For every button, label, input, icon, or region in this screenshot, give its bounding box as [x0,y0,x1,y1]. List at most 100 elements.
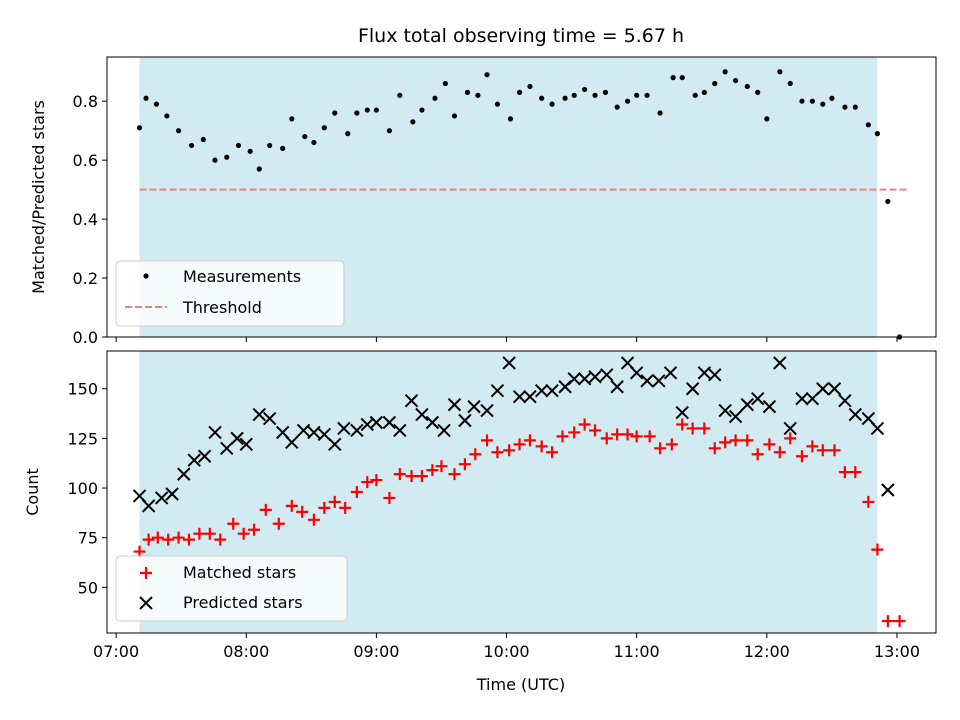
predicted-star-point [382,415,397,430]
matched-star-point [535,440,548,453]
legend-predicted-label: Predicted stars [183,593,303,612]
measurement-point [692,92,698,98]
predicted-star-point [675,405,689,420]
measurement-point [549,101,555,107]
matched-star-point [630,430,643,443]
matched-stars-points [133,418,906,628]
matched-star-point [523,434,536,447]
matched-star-point [151,531,164,544]
measurement-point [143,95,149,101]
predicted-star-point [728,409,743,424]
measurement-point [820,101,826,107]
predicted-star-point [415,407,429,422]
matched-star-point [162,533,175,546]
bottom-axis-ticks: 07:00 08:00 09:00 10:00 11:00 12:00 13:00 50 75 1… [67,380,920,661]
measurement-point [136,125,143,131]
matched-star-point [568,426,581,439]
measurement-point [475,92,481,98]
measurement-point [451,113,458,119]
predicted-star-point [337,421,351,436]
x-tick-label: 12:00 [744,642,790,661]
matched-star-point [621,428,634,441]
predicted-star-point [239,437,253,452]
predicted-star-point [629,366,644,380]
matched-star-point [676,418,689,431]
predicted-star-point [697,366,712,380]
matched-star-point [893,615,906,628]
measurement-point [799,98,805,104]
matched-star-point [578,418,591,431]
predicted-star-point [307,425,321,440]
measurement-point [410,119,416,125]
top-y-axis-label: Matched/Predicted stars [29,100,48,294]
predicted-star-point [762,399,777,414]
predicted-star-point [663,366,678,380]
matched-star-point [503,444,516,457]
measurement-point [582,86,588,93]
measurement-point [634,92,640,98]
predicted-star-point [141,499,156,513]
matched-star-point [795,450,808,463]
matched-star-point [370,474,383,487]
measurement-point [289,116,295,122]
measurement-point [764,116,770,122]
measurement-point [644,92,650,98]
predicted-star-point [610,380,624,394]
predicted-star-point [805,391,820,406]
x-tick-label: 10:00 [483,642,529,661]
matched-star-point [816,444,829,457]
predicted-star-point [197,449,212,463]
predicted-star-point [783,421,797,436]
predicted-star-point [827,382,842,396]
matched-star-point [435,460,448,473]
predicted-star-point [534,384,549,398]
bottom-y-tick-label: 125 [67,429,98,448]
matched-star-point [481,434,494,447]
measurement-point [494,101,501,107]
measurement-point [345,131,351,137]
predicted-star-point [187,453,201,467]
matched-star-point [182,533,195,546]
measurement-point [332,110,338,116]
legend-measurement-marker [143,273,149,279]
measurement-point [865,122,871,128]
predicted-star-point [640,374,654,388]
predicted-star-point [740,397,755,412]
predicted-star-point [523,389,537,404]
bottom-y-tick-label: 100 [67,479,98,498]
measurement-point [701,89,707,95]
bottom-legend-box [115,555,348,622]
measurement-point [712,80,718,87]
x-tick-label: 11:00 [614,642,660,661]
legend-measurements-label: Measurements [183,267,301,286]
measurement-point [624,98,631,104]
measurement-point [516,89,523,95]
matched-star-point [259,503,272,516]
predicted-star-point [252,407,266,422]
bottom-panel: 07:00 08:00 09:00 10:00 11:00 12:00 13:00 50 75 1… [23,350,937,694]
measurement-point [885,198,891,205]
matched-star-point [469,448,482,461]
x-tick-label: 13:00 [874,642,920,661]
matched-star-point [383,491,396,504]
x-axis-label: Time (UTC) [476,675,565,694]
predicted-star-point [230,431,244,446]
matched-star-point [193,527,206,540]
measurement-point [874,131,881,137]
matched-star-point [361,476,374,489]
measurement-point [224,154,230,160]
predicted-star-point [577,372,592,386]
top-panel: 0.00.20.40.60.8 Matched/Predicted stars … [29,56,937,347]
measurement-point [235,142,242,149]
matched-star-point [708,442,721,455]
measurement-point [311,139,317,146]
measurement-point [571,92,577,98]
predicted-stars-points [132,356,895,513]
predicted-star-point [795,391,809,406]
x-tick-label: 08:00 [223,642,269,661]
top-y-tick-label: 0.2 [73,269,98,288]
measurement-point [212,157,218,163]
measurement-point [679,75,685,81]
matched-star-point [248,523,261,536]
